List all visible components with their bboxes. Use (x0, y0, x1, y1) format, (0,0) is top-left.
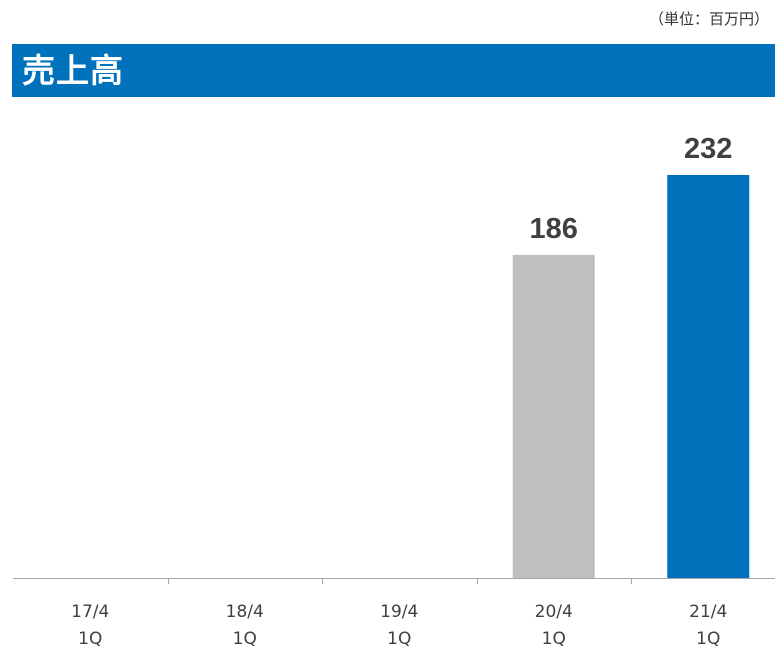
value-label-4: 232 (684, 133, 732, 165)
bar-4 (667, 175, 750, 578)
tick-label-4-1: 1Q (696, 629, 720, 648)
tick-label-2-1: 1Q (387, 629, 411, 648)
tick-label-4-0: 21/4 (689, 602, 727, 622)
tick-label-1-0: 18/4 (226, 602, 264, 622)
bar-3 (512, 254, 595, 579)
chart-title: 売上高 (22, 51, 124, 90)
unit-label: （単位：百万円） (648, 10, 769, 28)
title-bar (12, 44, 775, 97)
tick-label-1-1: 1Q (233, 629, 257, 648)
value-label-3: 186 (530, 213, 578, 245)
tick-label-3-0: 20/4 (535, 602, 573, 622)
tick-label-2-0: 19/4 (380, 602, 418, 622)
tick-label-0-0: 17/4 (71, 602, 109, 622)
tick-label-0-1: 1Q (78, 629, 102, 648)
tick-label-3-1: 1Q (542, 629, 566, 648)
